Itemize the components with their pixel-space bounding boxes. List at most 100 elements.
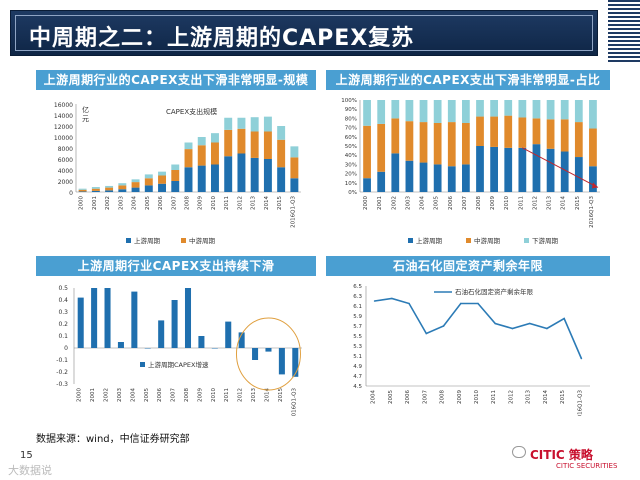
x-tick-label: 2007 xyxy=(171,388,177,402)
legend-swatch xyxy=(181,238,186,243)
x-tick-label: 2003 xyxy=(118,196,124,210)
bar-segment xyxy=(589,166,597,192)
x-tick-label: 2006 xyxy=(448,196,454,210)
bar-segment xyxy=(377,171,386,192)
x-tick-label: 2008 xyxy=(184,388,190,402)
bar-segment xyxy=(105,185,114,188)
chart-asset-life: 6.5 6.3 6.1 5.9 5.7 5.5 5.3 5.1 4.9 4.7 4.5 2004 200… xyxy=(353,284,590,416)
trend-arrow-line xyxy=(522,147,599,188)
bar-segment xyxy=(504,147,513,192)
bar-segment xyxy=(391,118,400,154)
data-point xyxy=(373,300,376,302)
data-point xyxy=(442,325,445,327)
y-tick-label: 80% xyxy=(345,116,357,122)
legend-label: 石油石化固定资产剩余年限 xyxy=(455,287,534,296)
x-tick-label: 2002 xyxy=(104,388,110,402)
bar-segment xyxy=(504,100,513,116)
bar-segment xyxy=(105,187,114,191)
y-tick-label: 70% xyxy=(345,126,357,132)
x-tick-label: 2015 xyxy=(277,196,283,210)
bar-segment xyxy=(78,188,87,190)
data-point xyxy=(477,302,479,305)
bar-segment xyxy=(184,149,193,168)
bar-segment xyxy=(290,157,299,179)
y-tick-label: 6.3 xyxy=(353,294,362,300)
data-point xyxy=(546,327,548,330)
bar-segment xyxy=(546,119,555,149)
x-tick-label: 2000 xyxy=(79,196,85,210)
title-box: 中周期之二：上游周期的CAPEX复苏 xyxy=(10,10,598,56)
data-point xyxy=(563,317,565,320)
growth-bar xyxy=(278,348,285,375)
y-tick-label: 16000 xyxy=(54,102,73,109)
x-tick-label: 2012 xyxy=(508,390,514,404)
x-tick-label: 2013 xyxy=(547,196,553,210)
data-source-note: 数据来源：wind，中信证券研究部 xyxy=(36,434,190,445)
bar-segment xyxy=(144,178,153,186)
x-tick-label: 2016Q1-Q3 xyxy=(291,388,297,416)
x-tick-label: 2005 xyxy=(388,390,394,404)
panel-capex-share: 上游周期行业的CAPEX支出下滑非常明显-占比 0% 10% 20% 30% 40% 50… xyxy=(326,70,610,250)
x-tick-label: 2013 xyxy=(251,388,257,402)
x-tick-label: 2008 xyxy=(476,196,482,210)
growth-bar xyxy=(198,336,205,348)
bar-segment xyxy=(78,189,87,192)
y-tick-label: 2000 xyxy=(58,179,73,186)
panel-capex-growth: 上游周期行业CAPEX支出持续下滑 0.5 0.4 0.3 0.2 0.1 0 -0.1 -0… xyxy=(36,256,316,416)
bar-segment xyxy=(250,157,259,192)
y-axis-label-char: 元 xyxy=(82,115,89,123)
bar-segment xyxy=(532,118,541,145)
x-tick-label: 2005 xyxy=(434,196,440,210)
bar-segment xyxy=(490,146,498,192)
panel-asset-life: 石油石化固定资产剩余年限 6.5 6.3 6.1 5.9 5.7 5.5 5.3 5.1 4.9… xyxy=(326,256,610,416)
y-tick-label: 30% xyxy=(345,162,357,168)
x-tick-label: 2006 xyxy=(157,388,163,402)
x-tick-label: 2003 xyxy=(117,388,123,402)
y-tick-label: 20% xyxy=(345,172,357,178)
x-tick-label: 2015 xyxy=(560,390,566,404)
page-title: 中周期之二：上游周期的CAPEX复苏 xyxy=(29,26,415,51)
bar-segment xyxy=(433,100,442,123)
x-tick-label: 2010 xyxy=(474,390,480,404)
bar-segment xyxy=(363,100,371,126)
x-tick-label: 2005 xyxy=(144,388,150,402)
growth-bar xyxy=(104,288,111,348)
bar-segment xyxy=(224,129,233,157)
x-tick-label: 2001 xyxy=(377,196,383,210)
y-tick-label: 5.3 xyxy=(353,344,362,350)
bar-segment xyxy=(447,100,456,123)
x-tick-label: 2014 xyxy=(264,388,270,402)
growth-bar xyxy=(238,332,245,348)
y-tick-label: 50% xyxy=(345,144,357,150)
y-tick-label: 0 xyxy=(64,345,68,352)
data-point xyxy=(511,327,514,330)
bar-segment xyxy=(290,178,299,192)
y-tick-label: 40% xyxy=(345,153,357,159)
y-tick-label: 4.5 xyxy=(353,384,362,390)
chart-capex-share: 0% 10% 20% 30% 40% 50% 60% 70% 80% 90% 100% 2000 200… xyxy=(341,98,600,245)
bar-segment xyxy=(504,115,513,148)
bar-segment xyxy=(91,190,100,192)
panel-capex-scale: 上游周期行业的CAPEX支出下滑非常明显-规模 0 2000 4000 6000 800… xyxy=(36,70,316,250)
x-tick-label: 2016Q1-Q3 xyxy=(589,196,595,228)
y-tick-label: 10% xyxy=(345,181,357,187)
data-point xyxy=(580,357,583,360)
bar-segment xyxy=(462,100,470,123)
x-tick-label: 2000 xyxy=(77,388,83,402)
x-tick-label: 2007 xyxy=(422,390,428,404)
y-tick-label: 6.5 xyxy=(353,284,362,290)
bar-segment xyxy=(433,164,442,192)
growth-bar xyxy=(265,348,272,352)
bar-segment xyxy=(560,119,569,152)
legend-swatch xyxy=(140,362,145,367)
growth-bar xyxy=(77,297,84,348)
bar-segment xyxy=(490,116,498,147)
x-tick-label: 2004 xyxy=(132,196,138,210)
bar-segment xyxy=(518,147,527,192)
wechat-icon xyxy=(512,446,526,458)
x-tick-label: 2010 xyxy=(504,196,510,210)
bar-segment xyxy=(490,100,498,117)
bar-segment xyxy=(277,139,286,168)
data-point xyxy=(391,297,393,300)
bar-segment xyxy=(211,164,219,192)
